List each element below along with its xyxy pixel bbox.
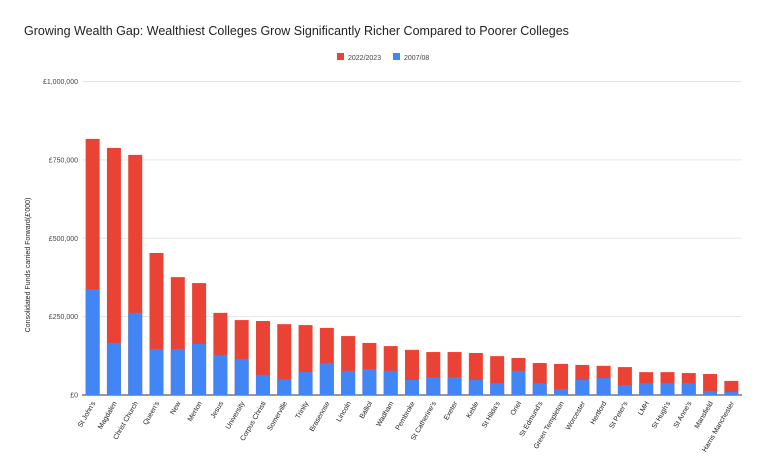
x-tick-label: St John's [77, 400, 98, 429]
x-tick-label: Merton [187, 400, 204, 422]
y-axis-label: Consolidated Funds carried Forward(£'000… [25, 198, 32, 333]
x-tick-label: Somerville [267, 400, 289, 432]
x-tick-label: Balliol [359, 400, 375, 420]
bar-2007-08 [255, 374, 270, 395]
x-tick-label: St Hugh's [651, 400, 672, 430]
bar-2007-08 [575, 379, 590, 395]
x-tick-label: Exeter [443, 400, 460, 422]
bar-2007-08 [596, 378, 611, 395]
bar-2007-08 [106, 342, 121, 395]
bar-2007-08 [405, 379, 419, 395]
bar-2007-08 [234, 358, 249, 395]
bar-2022-2023 [703, 373, 718, 395]
bar-2007-08 [383, 370, 398, 395]
y-tick-label: £500,000 [49, 236, 78, 243]
bar-2007-08 [681, 383, 696, 395]
x-tick-label: University [225, 400, 247, 431]
legend: 2022/2023 2007/08 [337, 53, 429, 62]
y-tick-label: £1,000,000 [43, 79, 78, 86]
x-tick-label: Queen's [142, 400, 161, 426]
x-tick-label: Trinity [295, 400, 311, 420]
x-tick-label: St Peter's [609, 400, 630, 430]
bar-2007-08 [447, 377, 462, 395]
bar-2007-08 [724, 391, 739, 395]
bar-2022-2023 [277, 324, 292, 395]
bar-2007-08 [341, 370, 356, 395]
bar-2007-08 [554, 389, 569, 395]
chart-title: Growing Wealth Gap: Wealthiest Colleges … [24, 24, 569, 38]
x-tick-label: Pembroke [395, 400, 417, 431]
bar-2007-08 [660, 383, 675, 395]
y-tick-label: £250,000 [49, 314, 78, 321]
bar-2007-08 [617, 384, 632, 395]
bar-2007-08 [213, 354, 228, 395]
bar-2007-08 [490, 383, 505, 395]
x-tick-label: Hertford [590, 400, 609, 425]
x-tick-label: Lincoln [336, 400, 353, 423]
x-tick-label: Oriel [510, 400, 524, 417]
bar-2007-08 [532, 383, 547, 395]
bar-2007-08 [85, 289, 100, 395]
bar-2022-2023 [106, 147, 121, 395]
legend-label-2007-08: 2007/08 [404, 55, 429, 62]
x-tick-label: Brasenose [309, 400, 332, 433]
x-tick-label: LMH [637, 401, 650, 417]
legend-swatch-2022-2023 [337, 53, 344, 60]
x-tick-label: St Hilda's [481, 400, 502, 429]
x-tick-label: Keble [466, 400, 481, 419]
x-tick-label: Jesus [210, 400, 225, 420]
bar-2007-08 [426, 377, 441, 395]
bar-2022-2023 [554, 363, 569, 395]
bar-2007-08 [128, 312, 143, 395]
bar-2007-08 [511, 370, 526, 395]
bar-2007-08 [468, 379, 483, 395]
bar-2007-08 [192, 343, 207, 395]
x-tick-label: Wadham [375, 400, 395, 428]
y-tick-label: £0 [70, 393, 78, 400]
bar-2007-08 [639, 383, 654, 395]
bar-2007-08 [298, 372, 313, 395]
bar-2007-08 [149, 348, 164, 395]
bar-2007-08 [703, 390, 718, 395]
bar-2022-2023 [724, 380, 739, 395]
x-tick-label: St Anne's [673, 400, 694, 429]
x-tick-label: New [169, 400, 183, 416]
x-tick-label: Worcester [565, 400, 587, 432]
x-tick-label: Magdalen [97, 400, 118, 430]
bar-2007-08 [277, 379, 292, 395]
y-tick-label: £750,000 [49, 157, 78, 164]
bar-2007-08 [170, 348, 185, 395]
bar-2007-08 [362, 368, 377, 395]
legend-swatch-2007-08 [393, 53, 400, 60]
legend-label-2022-2023: 2022/2023 [348, 55, 381, 62]
bar-2007-08 [319, 363, 334, 395]
x-tick-label: Mansfield [694, 400, 715, 430]
